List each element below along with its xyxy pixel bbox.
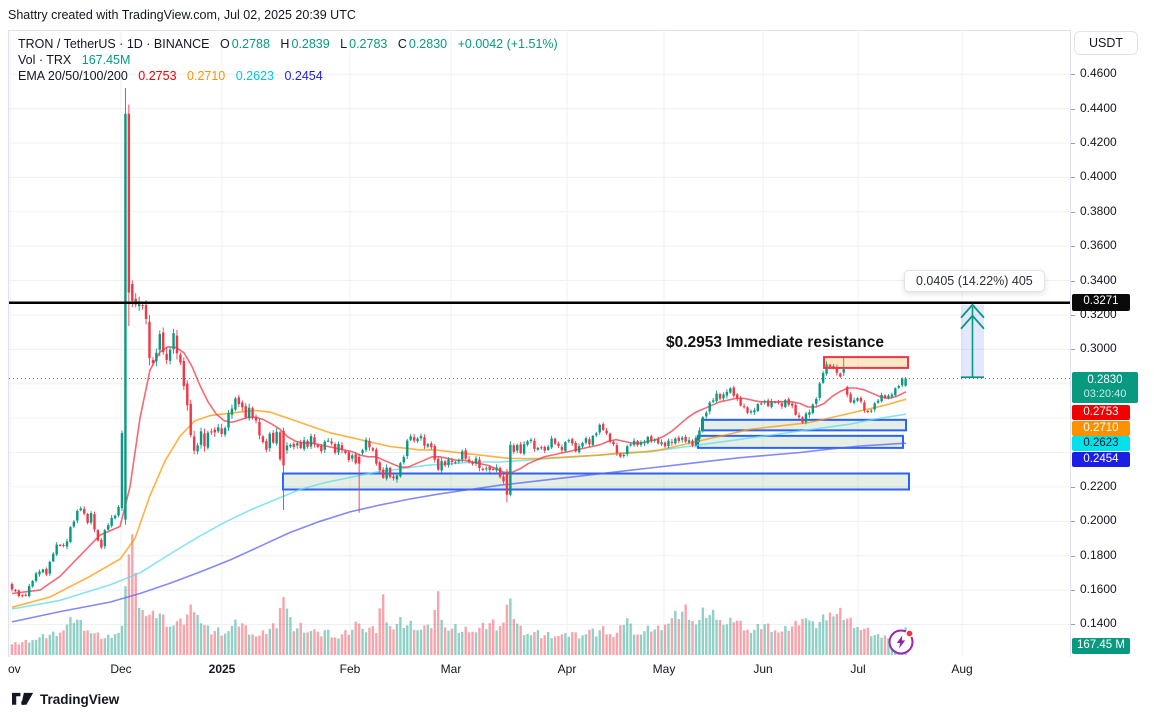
ema-lines [11, 345, 907, 623]
low-value: 0.2783 [349, 37, 388, 51]
price-axis-tick [1071, 108, 1075, 110]
grid-lines [9, 30, 1070, 657]
flash-ideas-icon[interactable] [888, 629, 914, 655]
price-tick-label: 0.1600 [1080, 582, 1117, 597]
volume-value: 167.45M [81, 53, 131, 67]
time-tick-label: Feb [339, 662, 361, 676]
close-label: C [397, 37, 407, 51]
support-zone-3 [282, 472, 910, 491]
price-tick-label: 0.4600 [1080, 66, 1117, 81]
resistance-price-label: 0.3271 [1072, 294, 1130, 311]
ema50-line [11, 398, 907, 609]
time-tick-label: 2025 [208, 662, 236, 676]
price-axis-tick [1071, 486, 1075, 488]
price-axis-tick [1071, 624, 1075, 626]
ema200-price-label: 0.2454 [1072, 452, 1130, 467]
volume-label[interactable]: Vol · TRX [18, 53, 72, 67]
attribution-text: Shattry created with TradingView.com, Ju… [8, 8, 356, 22]
ema100-line [11, 413, 907, 610]
price-axis-tick [1071, 521, 1075, 523]
ema20-value: 0.2753 [138, 69, 177, 83]
ema200-line [11, 442, 907, 623]
tradingview-logo-icon [12, 690, 34, 709]
currency-toggle-button[interactable]: USDT [1074, 31, 1138, 55]
price-tick-label: 0.2000 [1080, 513, 1117, 528]
price-axis-tick [1071, 211, 1075, 213]
candlestick-series[interactable] [10, 87, 907, 598]
measure-tooltip: 0.0405 (14.22%) 405 [904, 270, 1045, 292]
price-tick-label: 0.1800 [1080, 547, 1117, 562]
resistance-annotation[interactable]: $0.2953 Immediate resistance [666, 334, 884, 351]
supply-zone-1 [701, 418, 907, 432]
high-value: 0.2839 [291, 37, 330, 51]
price-tick-label: 0.4400 [1080, 100, 1117, 115]
price-axis-separator [1070, 30, 1071, 657]
last-price-label: 0.2830 03:20:40 [1072, 372, 1138, 403]
time-tick-label: Aug [951, 662, 973, 676]
chart-legend: TRON / TetherUS · 1D · BINANCE O 0.2788 H… [18, 36, 558, 84]
time-tick-label: Dec [110, 662, 132, 676]
supply-zone-2 [697, 434, 904, 449]
ema50-price-label: 0.2710 [1072, 420, 1130, 436]
high-label: H [280, 37, 290, 51]
change-value: +0.0042 (+1.51%) [457, 37, 558, 51]
price-axis-tick [1071, 590, 1075, 592]
symbol-legend-row: TRON / TetherUS · 1D · BINANCE O 0.2788 H… [18, 36, 558, 52]
price-tick-label: 0.4200 [1080, 134, 1117, 149]
time-tick-label: Nov [8, 662, 21, 676]
time-tick-label: May [652, 662, 676, 676]
tradingview-logo[interactable]: TradingView [12, 690, 119, 709]
price-tick-label: 0.4000 [1080, 169, 1117, 184]
symbol-title[interactable]: TRON / TetherUS · 1D · BINANCE [18, 37, 210, 51]
price-tick-label: 0.2200 [1080, 478, 1117, 493]
bar-close-countdown: 03:20:40 [1083, 388, 1127, 400]
time-tick-label: Jun [753, 662, 773, 676]
time-tick-label: Apr [557, 662, 577, 676]
time-tick-label: Jul [850, 662, 866, 676]
immediate-resistance-zone [823, 356, 909, 369]
price-tick-label: 0.3800 [1080, 203, 1117, 218]
price-tick-label: 0.3000 [1080, 341, 1117, 356]
price-axis-tick [1071, 246, 1075, 248]
volume-legend-row: Vol · TRX 167.45M [18, 52, 558, 68]
resistance-zone-drawing[interactable] [823, 356, 909, 369]
price-tick-label: 0.1400 [1080, 616, 1117, 631]
price-axis-tick [1071, 555, 1075, 557]
price-axis-tick [1071, 280, 1075, 282]
price-axis-tick [1071, 314, 1075, 316]
tradingview-logo-text: TradingView [40, 692, 120, 707]
open-value: 0.2788 [231, 37, 270, 51]
price-levels[interactable] [9, 301, 1070, 380]
ema100-value: 0.2623 [235, 69, 274, 83]
close-value: 0.2830 [408, 37, 448, 51]
ema100-price-label: 0.2623 [1072, 436, 1130, 451]
ema-label[interactable]: EMA 20/50/100/200 [18, 69, 128, 83]
ema50-value: 0.2710 [187, 69, 226, 83]
ema-legend-row: EMA 20/50/100/200 0.2753 0.2710 0.2623 0… [18, 68, 558, 84]
ema200-value: 0.2454 [284, 69, 323, 83]
time-axis[interactable]: Nov Dec 2025 Feb Mar Apr May Jun Jul Aug [8, 657, 1147, 683]
time-tick-label: Mar [440, 662, 462, 676]
price-axis-tick [1071, 74, 1075, 76]
volume-label: 167.45 M [1072, 638, 1130, 654]
volume-series [10, 534, 907, 655]
price-tick-label: 0.3600 [1080, 238, 1117, 253]
low-label: L [340, 37, 348, 51]
price-tick-label: 0.3400 [1080, 272, 1117, 287]
price-axis-tick [1071, 177, 1075, 179]
price-axis-tick [1071, 142, 1075, 144]
ema20-line [11, 345, 907, 595]
price-axis[interactable]: 0.4600 0.4400 0.4200 0.4000 0.3800 0.3600 0.34… [1071, 30, 1147, 657]
ema20-price-label: 0.2753 [1072, 405, 1130, 420]
open-label: O [219, 37, 230, 51]
price-axis-tick [1071, 349, 1075, 351]
price-range-measure[interactable] [960, 303, 985, 379]
